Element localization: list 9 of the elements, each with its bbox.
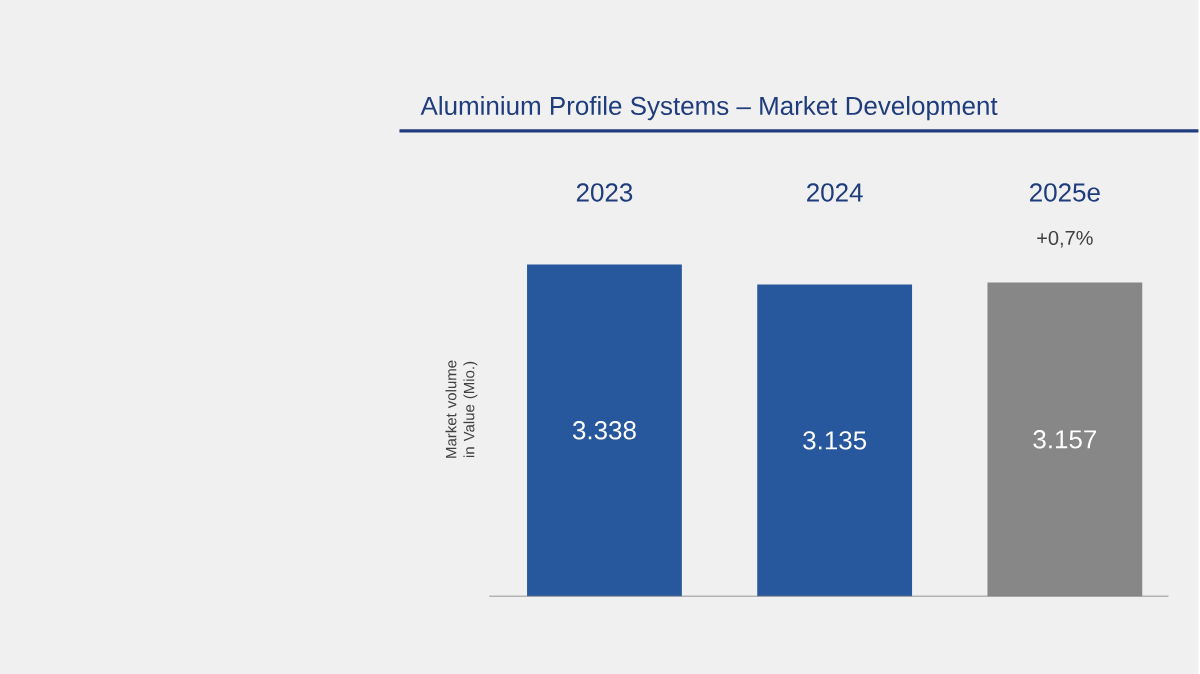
data-label: 3.157: [1033, 430, 1097, 449]
x-tick-label: 2024: [807, 183, 863, 202]
y-axis-title: Market volume in Value (Mio.): [445, 360, 478, 458]
data-label: 3.338: [572, 421, 636, 440]
x-tick-label: 2023: [576, 183, 633, 202]
data-label: 3.135: [803, 431, 867, 450]
x-tick-label: 2025e: [1030, 183, 1100, 202]
chart-title: Aluminium Profile Systems – Market Development: [420, 95, 998, 121]
text: +0,7%: [1037, 230, 1093, 248]
